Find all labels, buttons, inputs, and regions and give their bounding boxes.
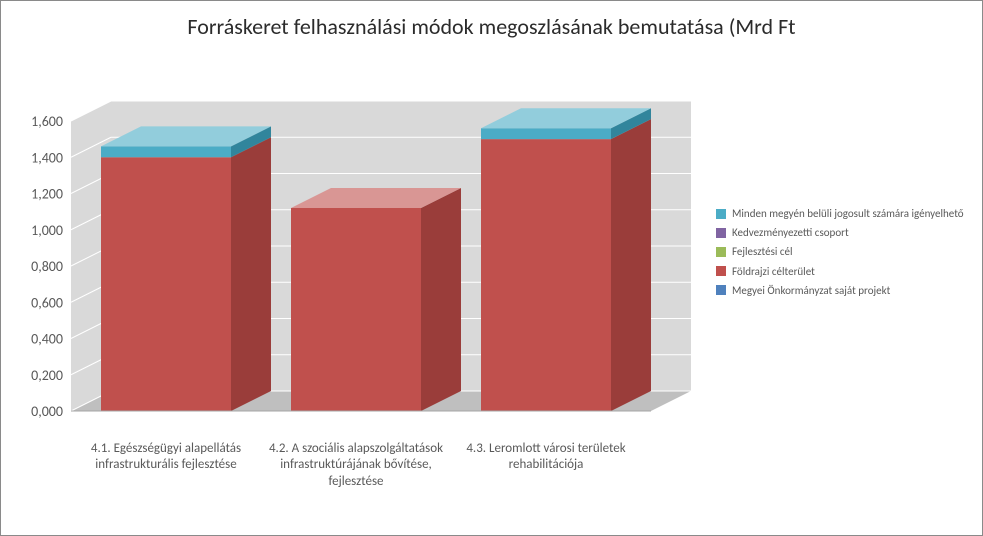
legend-label: Megyei Önkormányzat saját projekt (732, 284, 890, 297)
bar-segment (101, 157, 231, 411)
legend-swatch (716, 228, 726, 238)
bar-segment (101, 146, 231, 157)
y-axis-tick-label: 1,400 (31, 149, 63, 166)
legend-swatch (716, 247, 726, 257)
y-axis-tick-label: 0,400 (31, 331, 63, 348)
legend-swatch (716, 266, 726, 276)
legend-item: Minden megyén belüli jogosult számára ig… (716, 207, 966, 220)
x-axis-label-1: 4.2. A szociális alapszolgáltatások infr… (261, 441, 451, 490)
legend-label: Kedvezményezetti csoport (732, 226, 849, 239)
x-axis-label-0: 4.1. Egészségügyi alapellátás infrastruk… (71, 441, 261, 474)
x-axis-label-2: 4.3. Leromlott városi területek rehabili… (451, 441, 641, 474)
bar-side (231, 137, 271, 411)
legend-item: Fejlesztési cél (716, 245, 966, 258)
legend-item: Megyei Önkormányzat saját projekt (716, 284, 966, 297)
legend-label: Földrajzi célterület (732, 265, 815, 278)
y-axis-tick-label: 0,000 (31, 403, 63, 420)
legend-label: Fejlesztési cél (732, 245, 793, 258)
y-axis-tick-label: 1,000 (31, 222, 63, 239)
y-axis-tick-label: 1,600 (31, 113, 63, 130)
legend-item: Földrajzi célterület (716, 265, 966, 278)
chart-legend: Minden megyén belüli jogosult számára ig… (716, 201, 966, 303)
y-axis-tick-label: 1,200 (31, 186, 63, 203)
bar-side (421, 188, 461, 411)
legend-swatch (716, 209, 726, 219)
legend-label: Minden megyén belüli jogosult számára ig… (732, 207, 964, 220)
chart-frame: Forráskeret felhasználási módok megoszlá… (0, 0, 983, 536)
bar-segment (481, 139, 611, 411)
y-axis-tick-label: 0,800 (31, 258, 63, 275)
bar-side (611, 119, 651, 411)
bar-segment (291, 208, 421, 411)
legend-swatch (716, 285, 726, 295)
chart-plot: 0,0000,2000,4000,6000,8001,0001,2001,400… (71, 91, 691, 431)
bar-segment (481, 128, 611, 139)
legend-item: Kedvezményezetti csoport (716, 226, 966, 239)
chart-svg: 0,0000,2000,4000,6000,8001,0001,2001,400… (71, 91, 691, 431)
y-axis-tick-label: 0,200 (31, 367, 63, 384)
y-axis-tick-label: 0,600 (31, 294, 63, 311)
chart-title: Forráskeret felhasználási módok megoszlá… (1, 13, 982, 40)
